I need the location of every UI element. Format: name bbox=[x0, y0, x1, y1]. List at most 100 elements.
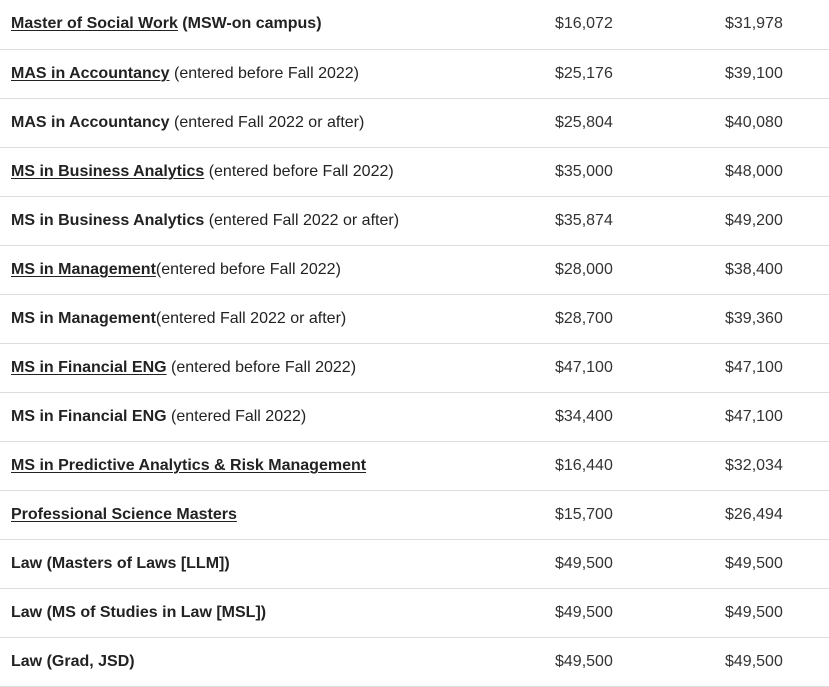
program-cell: Law (Grad, JSD) bbox=[0, 637, 544, 687]
resident-tuition-cell: $25,176 bbox=[544, 49, 714, 99]
program-cell: MAS in Accountancy (entered before Fall … bbox=[0, 49, 544, 99]
program-name: Law (Grad, JSD) bbox=[11, 652, 135, 670]
program-link[interactable]: Professional Science Masters bbox=[11, 505, 237, 523]
resident-tuition-cell: $49,500 bbox=[544, 637, 714, 687]
resident-tuition-cell: $28,700 bbox=[544, 294, 714, 344]
table-row: MS in Business Analytics (entered before… bbox=[0, 147, 829, 197]
program-cell: MS in Financial ENG (entered before Fall… bbox=[0, 343, 544, 393]
program-cell: Professional Science Masters bbox=[0, 490, 544, 540]
table-row: MS in Business Analytics (entered Fall 2… bbox=[0, 196, 829, 246]
table-row: Law (Masters of Laws [LLM]) $49,500 $49,50… bbox=[0, 539, 829, 589]
program-note: (entered before Fall 2022) bbox=[155, 260, 341, 278]
nonresident-tuition-amount: $40,080 bbox=[725, 113, 783, 131]
resident-tuition-cell: $35,874 bbox=[544, 196, 714, 246]
program-name: MS in Financial ENG bbox=[11, 407, 167, 425]
table-row: Master of Social Work (MSW-on campus) $16… bbox=[0, 0, 829, 50]
nonresident-tuition-cell: $32,034 bbox=[714, 441, 829, 491]
resident-tuition-amount: $15,700 bbox=[555, 505, 613, 523]
program-name: Law (Masters of Laws [LLM]) bbox=[11, 554, 230, 572]
nonresident-tuition-cell: $26,494 bbox=[714, 490, 829, 540]
table-row: MS in Management(entered Fall 2022 or af… bbox=[0, 294, 829, 344]
table-row: MS in Financial ENG (entered Fall 2022) $… bbox=[0, 392, 829, 442]
resident-tuition-amount: $49,500 bbox=[555, 554, 613, 572]
table-row: Professional Science Masters $15,700 $26,4… bbox=[0, 490, 829, 540]
resident-tuition-amount: $47,100 bbox=[555, 358, 613, 376]
resident-tuition-amount: $34,400 bbox=[555, 407, 613, 425]
nonresident-tuition-amount: $47,100 bbox=[725, 407, 783, 425]
resident-tuition-cell: $25,804 bbox=[544, 98, 714, 148]
program-note: (entered before Fall 2022) bbox=[204, 162, 394, 180]
nonresident-tuition-cell: $39,360 bbox=[714, 294, 829, 344]
nonresident-tuition-amount: $47,100 bbox=[725, 358, 783, 376]
resident-tuition-amount: $49,500 bbox=[555, 652, 613, 670]
nonresident-tuition-amount: $49,500 bbox=[725, 652, 783, 670]
nonresident-tuition-amount: $32,034 bbox=[725, 456, 783, 474]
table-row: Law (MS of Studies in Law [MSL]) $49,500 $… bbox=[0, 588, 829, 638]
resident-tuition-cell: $16,440 bbox=[544, 441, 714, 491]
resident-tuition-amount: $35,000 bbox=[555, 162, 613, 180]
resident-tuition-amount: $35,874 bbox=[555, 211, 613, 229]
program-link[interactable]: MS in Financial ENG bbox=[11, 358, 167, 376]
program-cell: MAS in Accountancy (entered Fall 2022 or… bbox=[0, 98, 544, 148]
resident-tuition-cell: $34,400 bbox=[544, 392, 714, 442]
nonresident-tuition-amount: $38,400 bbox=[725, 260, 783, 278]
nonresident-tuition-cell: $49,500 bbox=[714, 588, 829, 638]
nonresident-tuition-amount: $48,000 bbox=[725, 162, 783, 180]
program-cell: MS in Business Analytics (entered Fall 2… bbox=[0, 196, 544, 246]
program-cell: Master of Social Work (MSW-on campus) bbox=[0, 0, 544, 50]
resident-tuition-amount: $28,000 bbox=[555, 260, 613, 278]
nonresident-tuition-amount: $26,494 bbox=[725, 505, 783, 523]
nonresident-tuition-cell: $48,000 bbox=[714, 147, 829, 197]
resident-tuition-amount: $28,700 bbox=[555, 309, 613, 327]
table-row: Law (Grad, JSD) $49,500 $49,500 bbox=[0, 637, 829, 687]
program-note: (entered before Fall 2022) bbox=[166, 358, 357, 376]
table-row: MS in Management(entered before Fall 202… bbox=[0, 245, 829, 295]
resident-tuition-amount: $16,440 bbox=[555, 456, 613, 474]
program-note: (entered Fall 2022 or after) bbox=[204, 211, 400, 229]
program-note: (entered Fall 2022 or after) bbox=[169, 113, 365, 131]
program-cell: MS in Predictive Analytics & Risk Manage… bbox=[0, 441, 544, 491]
nonresident-tuition-cell: $49,500 bbox=[714, 637, 829, 687]
program-note: (entered before Fall 2022) bbox=[169, 64, 359, 82]
nonresident-tuition-cell: $47,100 bbox=[714, 343, 829, 393]
nonresident-tuition-cell: $47,100 bbox=[714, 392, 829, 442]
program-cell: MS in Management(entered before Fall 202… bbox=[0, 245, 544, 295]
resident-tuition-amount: $16,072 bbox=[555, 15, 613, 33]
program-cell: MS in Management(entered Fall 2022 or af… bbox=[0, 294, 544, 344]
nonresident-tuition-amount: $39,100 bbox=[725, 64, 783, 82]
program-link[interactable]: MS in Business Analytics bbox=[11, 162, 205, 180]
resident-tuition-cell: $15,700 bbox=[544, 490, 714, 540]
nonresident-tuition-cell: $39,100 bbox=[714, 49, 829, 99]
program-link[interactable]: MS in Predictive Analytics & Risk Manage… bbox=[11, 456, 367, 474]
program-link[interactable]: MAS in Accountancy bbox=[11, 64, 170, 82]
nonresident-tuition-cell: $38,400 bbox=[714, 245, 829, 295]
program-link[interactable]: MS in Management bbox=[11, 260, 156, 278]
table-row: MAS in Accountancy (entered before Fall … bbox=[0, 49, 829, 99]
resident-tuition-amount: $49,500 bbox=[555, 603, 613, 621]
program-name: Law (MS of Studies in Law [MSL]) bbox=[11, 603, 267, 621]
resident-tuition-cell: $35,000 bbox=[544, 147, 714, 197]
nonresident-tuition-cell: $49,500 bbox=[714, 539, 829, 589]
nonresident-tuition-cell: $49,200 bbox=[714, 196, 829, 246]
table-row: MAS in Accountancy (entered Fall 2022 or… bbox=[0, 98, 829, 148]
program-cell: MS in Business Analytics (entered before… bbox=[0, 147, 544, 197]
program-link[interactable]: Master of Social Work bbox=[11, 15, 178, 33]
program-name: MS in Business Analytics bbox=[11, 211, 205, 229]
program-note: (entered Fall 2022) bbox=[166, 407, 307, 425]
nonresident-tuition-amount: $49,500 bbox=[725, 603, 783, 621]
resident-tuition-amount: $25,176 bbox=[555, 64, 613, 82]
table-row: MS in Financial ENG (entered before Fall… bbox=[0, 343, 829, 393]
resident-tuition-cell: $49,500 bbox=[544, 588, 714, 638]
program-note: (MSW-on campus) bbox=[177, 15, 322, 33]
program-name: MS in Management bbox=[11, 309, 156, 327]
program-cell: Law (MS of Studies in Law [MSL]) bbox=[0, 588, 544, 638]
resident-tuition-cell: $47,100 bbox=[544, 343, 714, 393]
program-cell: Law (Masters of Laws [LLM]) bbox=[0, 539, 544, 589]
nonresident-tuition-amount: $31,978 bbox=[725, 15, 783, 33]
table-row: MS in Predictive Analytics & Risk Manage… bbox=[0, 441, 829, 491]
resident-tuition-cell: $49,500 bbox=[544, 539, 714, 589]
nonresident-tuition-amount: $49,500 bbox=[725, 554, 783, 572]
nonresident-tuition-cell: $31,978 bbox=[714, 0, 829, 50]
